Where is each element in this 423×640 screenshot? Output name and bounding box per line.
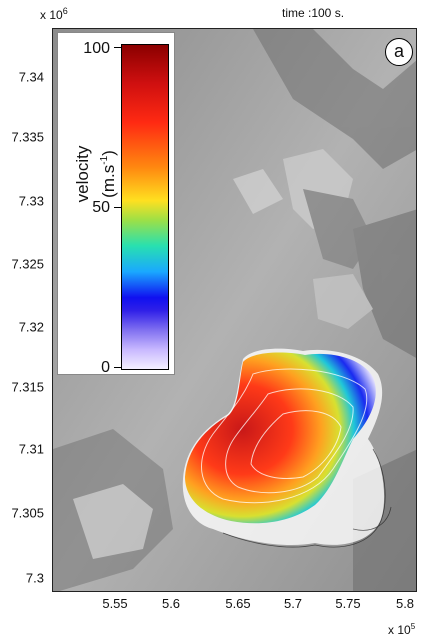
colorbar-tick-min: 0 <box>101 359 110 376</box>
y-tick-label: 7.31 <box>18 441 44 457</box>
flow-deposit <box>182 348 392 548</box>
y-tick-label: 7.33 <box>18 193 44 209</box>
y-axis-exponent: x 106 <box>40 6 68 22</box>
x-tick-label: 5.75 <box>335 596 361 611</box>
y-tick-label: 7.335 <box>11 129 44 145</box>
colorbar-tick-mark <box>114 47 121 48</box>
panel-label-badge: a <box>385 38 413 66</box>
x-tick-label: 5.7 <box>283 596 303 611</box>
x-tick-label: 5.65 <box>225 596 251 611</box>
x-tick-label: 5.6 <box>161 596 181 611</box>
y-tick-label: 7.315 <box>11 379 44 395</box>
y-tick-label: 7.325 <box>11 256 44 272</box>
y-tick-label: 7.3 <box>25 570 44 586</box>
velocity-colorbar <box>121 44 169 370</box>
terrain-relief <box>53 29 416 591</box>
colorbar-label-quantity: velocity <box>73 145 93 203</box>
x-axis-exponent: x 105 <box>388 622 416 637</box>
colorbar-tick-mid: 50 <box>92 199 110 216</box>
x-tick-label: 5.55 <box>102 596 128 611</box>
colorbar-label: velocity (m.s-1) <box>73 145 118 203</box>
colorbar-tick-max: 100 <box>83 40 110 57</box>
colorbar-tick-mark <box>114 207 121 208</box>
time-label: time :100 s. <box>282 6 345 20</box>
y-tick-label: 7.305 <box>11 505 44 521</box>
x-tick-label: 5.8 <box>395 596 415 611</box>
colorbar-label-unit: (m.s <box>98 164 118 198</box>
y-tick-label: 7.32 <box>18 319 44 335</box>
colorbar-tick-mark <box>114 367 121 368</box>
y-tick-label: 7.34 <box>18 69 44 85</box>
